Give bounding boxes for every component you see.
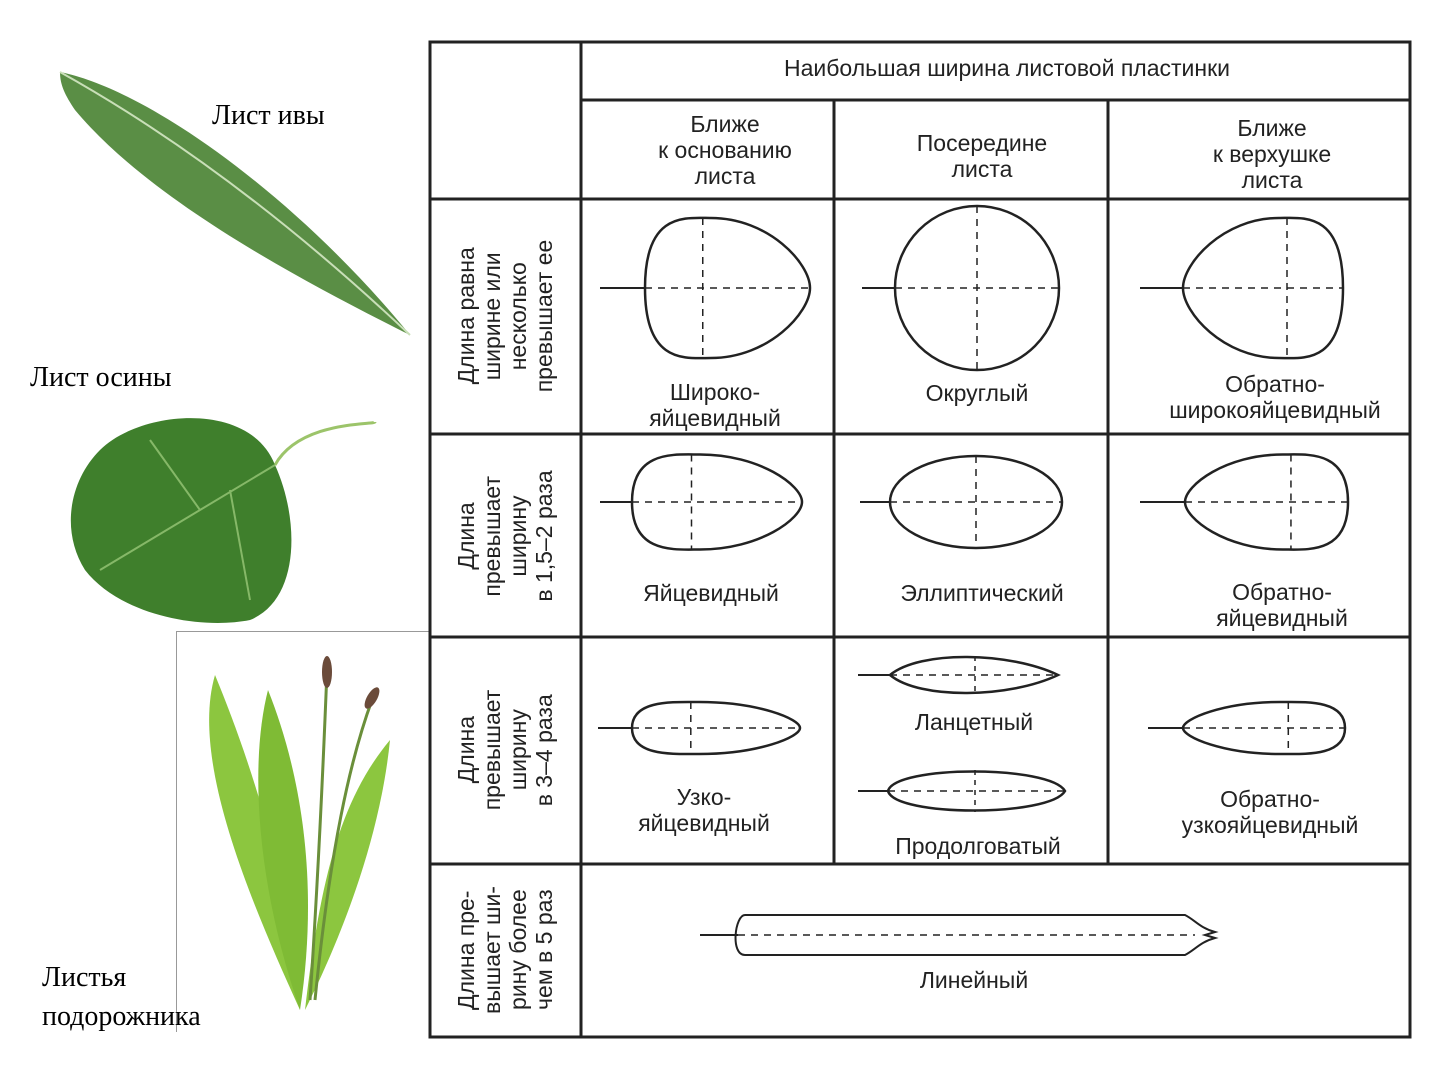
- plantain-label: Листья подорожника: [42, 958, 201, 1036]
- row-label-line: превышает: [479, 689, 505, 811]
- shape-name-line: Обратно-: [1232, 579, 1332, 605]
- column-header: Ближе к верхушке листа: [1213, 115, 1331, 193]
- aspen-label: Лист осины: [30, 362, 172, 393]
- shape-name-line: Эллиптический: [900, 580, 1064, 606]
- column-header-line: листа: [951, 156, 1013, 182]
- shape-name: Линейный: [920, 967, 1028, 993]
- row-label: Длина превышает ширину в 1,5–2 раза: [453, 470, 557, 601]
- shape-name: Яйцевидный: [643, 580, 779, 606]
- row-label-line: Длина равна: [453, 247, 479, 385]
- table-header: Наибольшая ширина листовой пластинки: [783, 55, 1231, 81]
- column-header-line: Ближе: [690, 111, 760, 137]
- row-label-line: Длина: [453, 502, 479, 570]
- column-header: Посередине листа: [917, 130, 1047, 182]
- plantain-label-line: подорожника: [42, 1001, 201, 1032]
- row-label-line: в 3–4 раза: [531, 693, 557, 807]
- row-label-line: ширину: [505, 495, 531, 577]
- shape-name: Обратно-яйцевидный: [1216, 579, 1348, 631]
- row-label-line: Длина: [453, 716, 479, 784]
- shape-name-line: Широко-: [669, 379, 761, 405]
- shape-name: Обратно-широкояйцевидный: [1169, 371, 1381, 423]
- shape-name-line: широкояйцевидный: [1169, 397, 1381, 423]
- plantain-photo-frame: [176, 631, 431, 1032]
- column-header: Ближе к основанию листа: [658, 111, 792, 189]
- shape-name-line: Узко-: [676, 784, 732, 810]
- row-label-line: несколько: [505, 261, 531, 371]
- shape-name-line: Ланцетный: [914, 709, 1034, 735]
- oblong-shape: [886, 770, 1067, 812]
- shape-name: Узко-яйцевидный: [638, 784, 770, 836]
- shape-name-line: яйцевидный: [649, 405, 781, 431]
- broad-ovate-shape: [643, 216, 812, 360]
- plantain-label-line: Листья: [42, 962, 127, 993]
- shape-name-line: яйцевидный: [638, 810, 770, 836]
- plantain-leaves-image: [209, 656, 390, 1010]
- shape-name: Округлый: [926, 380, 1029, 406]
- row-label-line: превышает: [479, 475, 505, 597]
- row-label-line: ширине или: [479, 252, 505, 380]
- row-label-line: вышает ши-: [479, 886, 505, 1014]
- shape-name: Эллиптический: [900, 580, 1063, 606]
- column-header-line: к верхушке: [1212, 141, 1332, 167]
- shape-name: Ланцетный: [915, 709, 1033, 735]
- linear-shape: [734, 914, 1219, 956]
- shape-name-line: узкояйцевидный: [1181, 812, 1359, 838]
- column-header-line: Посередине: [916, 130, 1048, 156]
- row-label: Длина равна ширине или несколько превышает …: [453, 240, 557, 393]
- shape-name-line: Обратно-: [1225, 371, 1325, 397]
- row-label-line: рину более: [505, 889, 531, 1011]
- row-label: Длина пре-вышает ши-рину более чем в 5 ра…: [453, 886, 557, 1014]
- shape-name-line: яйцевидный: [1216, 605, 1348, 631]
- row-label-line: Длина пре-: [453, 890, 479, 1010]
- shape-name: Продолговатый: [895, 833, 1061, 859]
- shape-name-line: Линейный: [919, 967, 1029, 993]
- willow-leaf-image: [35, 62, 411, 336]
- column-header-line: Ближе: [1237, 115, 1307, 141]
- row-label-line: превышает ее: [531, 239, 557, 393]
- willow-label: Лист ивы: [212, 100, 325, 131]
- narrow-ovate-shape: [630, 700, 802, 756]
- shape-name-line: Яйцевидный: [643, 580, 779, 606]
- row-label: Длина превышает ширину в 3–4 раза: [453, 690, 557, 811]
- shape-name-line: Обратно-: [1220, 786, 1320, 812]
- shape-name-line: Округлый: [925, 380, 1029, 406]
- table-border: [428, 40, 1412, 1039]
- row-label-line: в 1,5–2 раза: [531, 470, 557, 602]
- column-header-line: к основанию: [658, 137, 792, 163]
- lanceolate-shape: [888, 655, 1061, 695]
- column-header-line: листа: [1241, 167, 1303, 193]
- shape-name: Обратно-узкояйцевидный: [1182, 786, 1359, 838]
- shape-name: Широко-яйцевидный: [649, 379, 781, 431]
- row-label-line: чем в 5 раз: [531, 889, 557, 1011]
- column-header-line: листа: [694, 163, 756, 189]
- row-label-line: ширину: [505, 709, 531, 791]
- aspen-leaf-image: [70, 418, 377, 623]
